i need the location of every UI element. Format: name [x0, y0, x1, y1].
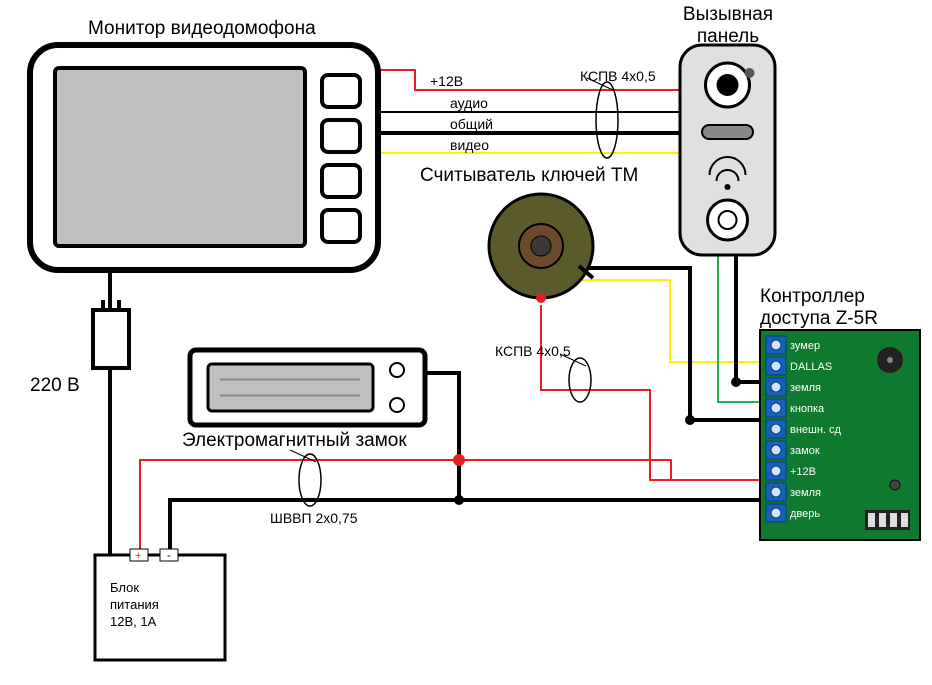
wire-common-label: общий: [450, 116, 493, 132]
lock-title: Электромагнитный замок: [182, 430, 407, 452]
wire-audio-label: аудио: [450, 95, 488, 111]
controller-pin-label: замок: [790, 445, 820, 457]
svg-text:+: +: [135, 550, 141, 562]
monitor-button: [322, 165, 360, 197]
reader-title: Считыватель ключей ТМ: [420, 165, 638, 187]
monitor-title: Монитор видеодомофона: [88, 18, 316, 40]
wire-video-label: видео: [450, 137, 489, 153]
monitor-button: [322, 75, 360, 107]
call-button: [708, 200, 748, 240]
controller-pin-label: дверь: [790, 508, 820, 520]
svg-text:-: -: [167, 550, 171, 562]
controller-pin-label: +12В: [790, 466, 816, 478]
cable-kspv-mid: КСПВ 4х0,5: [495, 343, 571, 359]
controller-pin-label: внешн. сд: [790, 424, 842, 436]
mains-plug: [93, 310, 129, 368]
power220-label: 220 В: [30, 375, 80, 397]
controller-pin-label: кнопка: [790, 403, 825, 415]
monitor-button: [322, 210, 360, 242]
controller-pin-label: DALLAS: [790, 361, 832, 373]
call-panel-title: Вызывная панель: [658, 4, 798, 48]
cable-shvvp: ШВВП 2х0,75: [270, 510, 358, 526]
controller-pin-label: земля: [790, 487, 821, 499]
wire-12v-label: +12В: [430, 73, 463, 89]
controller-pin-label: земля: [790, 382, 821, 394]
psu-label: Блок питания 12В, 1А: [110, 580, 159, 631]
controller-title: Контроллер доступа Z-5R: [760, 286, 878, 330]
monitor-screen: [55, 68, 305, 246]
cable-kspv-top: КСПВ 4х0,5: [580, 68, 656, 84]
controller-pin-label: зумер: [790, 340, 820, 352]
monitor-button: [322, 120, 360, 152]
